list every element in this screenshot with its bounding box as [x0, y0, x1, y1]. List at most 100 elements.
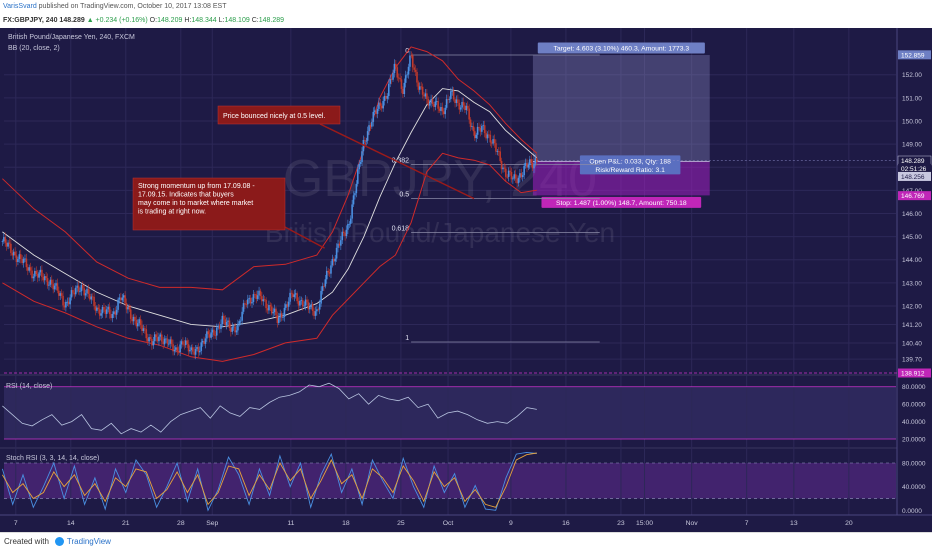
candle-body	[270, 306, 273, 314]
candle-body	[335, 247, 338, 259]
time-tick-label: 7	[745, 520, 749, 527]
candle-body	[392, 73, 394, 80]
candle-body	[128, 307, 131, 310]
price-tag-label: 146.769	[901, 193, 925, 200]
candle-body	[434, 101, 437, 107]
candle-body	[168, 343, 170, 345]
low-value: 148.109	[224, 17, 250, 24]
candle-body	[490, 142, 493, 144]
candle-body	[365, 140, 368, 142]
candle-body	[225, 321, 228, 326]
candle-body	[45, 276, 47, 279]
high-label: H:	[184, 17, 192, 24]
candle-body	[325, 270, 328, 280]
candle-body	[316, 309, 318, 312]
candle-body	[159, 334, 162, 337]
candle-body	[58, 290, 60, 296]
fib-level-label: 0.382	[392, 158, 410, 165]
chart-area[interactable]: GBPJPY, 240 British Pound/Japanese Yen T…	[0, 28, 932, 532]
candle-body	[475, 134, 478, 139]
callout-text-line: Strong momentum up from 17.09.08 -	[138, 183, 255, 190]
candle-body	[275, 308, 277, 316]
candle-body	[457, 99, 459, 103]
symbol-label[interactable]: FX:GBPJPY, 240	[3, 17, 58, 24]
candle-body	[158, 336, 160, 342]
candle-body	[184, 340, 187, 345]
candle-body	[79, 291, 81, 293]
candle-body	[208, 334, 211, 338]
candle-body	[39, 269, 42, 273]
price-axis: 139.70 140.40 141.20 142.00 143.00 144.00 145.…	[4, 28, 932, 532]
candle-body	[517, 177, 520, 184]
candle-body	[338, 243, 341, 246]
candle-body	[235, 330, 238, 333]
candle-body	[478, 126, 480, 128]
candle-body	[455, 99, 458, 103]
candle-body	[380, 105, 383, 109]
candle-body	[433, 104, 435, 107]
candle-body	[524, 163, 527, 166]
candle-body	[245, 304, 248, 306]
candle-body	[473, 131, 476, 139]
candle-body	[527, 164, 530, 168]
candle-body	[428, 103, 431, 106]
candle-body	[176, 347, 179, 352]
stoch-d-line	[2, 452, 537, 508]
candle-body	[261, 296, 263, 302]
price-panel-title: British Pound/Japanese Yen, 240, FXCM	[8, 34, 135, 41]
tradingview-link[interactable]: TradingView	[66, 537, 111, 546]
candle-body	[483, 125, 486, 134]
candle-body	[113, 311, 115, 314]
candle-body	[416, 71, 418, 83]
candle-body	[481, 126, 483, 132]
candle-body	[100, 313, 102, 316]
candle-body	[191, 347, 194, 352]
candle-body	[320, 290, 322, 304]
price-tag-box	[898, 50, 931, 60]
publish-header: VarisSvard published on TradingView.com,…	[0, 0, 932, 14]
candle-body	[175, 347, 177, 350]
author-link[interactable]: VarisSvard	[3, 3, 37, 10]
price-tag-label: 152.859	[901, 52, 925, 59]
price-tag-label: 02:51:26	[901, 166, 927, 173]
candle-body	[149, 337, 152, 340]
callout-text-line: is trading at right now.	[138, 209, 206, 216]
candle-body	[22, 258, 25, 264]
candle-body	[488, 134, 490, 136]
candle-body	[386, 96, 389, 99]
candle-body	[371, 121, 373, 127]
candle-body	[309, 307, 311, 310]
candle-body	[512, 178, 514, 180]
candle-body	[272, 312, 274, 314]
candle-body	[153, 334, 156, 342]
candle-body	[403, 82, 406, 95]
candle-body	[454, 99, 456, 103]
time-tick-label: 16	[562, 520, 570, 527]
candle-body	[313, 310, 315, 316]
candle-body	[462, 101, 465, 106]
candle-body	[450, 91, 452, 99]
time-tick-label: 14	[67, 520, 75, 527]
candle-body	[390, 78, 393, 80]
candle-body	[69, 297, 71, 305]
candle-body	[304, 299, 307, 306]
candle-body	[447, 99, 449, 100]
price-tag-label: 138.912	[901, 371, 925, 378]
candle-body	[120, 297, 122, 301]
candle-body	[129, 309, 132, 319]
candle-body	[134, 316, 136, 320]
candle-body	[356, 169, 359, 184]
stoch-tick-label: 0.0000	[902, 508, 922, 515]
candle-body	[101, 306, 104, 314]
position-tool[interactable]: Target: 4.603 (3.10%) 460.3, Amount: 177…	[532, 42, 710, 208]
candle-body	[3, 237, 5, 242]
time-tick-label: 18	[342, 520, 350, 527]
candle-body	[451, 91, 454, 92]
candle-body	[76, 285, 78, 288]
stoch-k-line	[1, 451, 537, 512]
candle-body	[254, 294, 256, 295]
candle-body	[48, 284, 50, 286]
annotations[interactable]: Price bounced nicely at 0.5 level. Strong…	[132, 105, 475, 249]
candle-body	[528, 159, 531, 165]
